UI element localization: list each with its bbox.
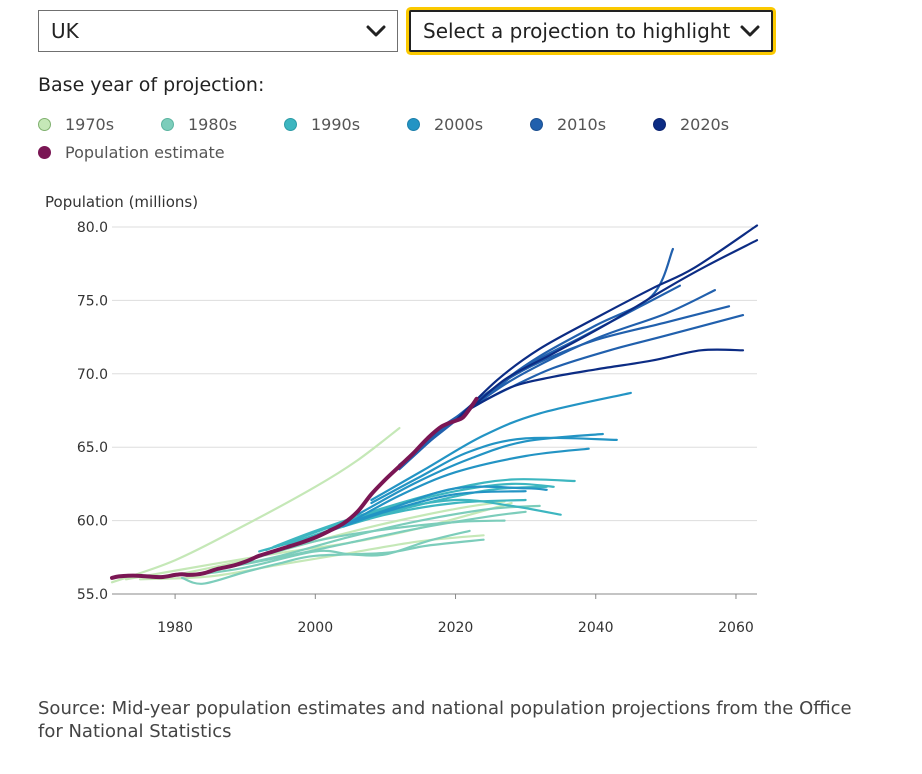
projection-line-2020s <box>468 348 745 411</box>
projection-line-1980s <box>223 504 541 569</box>
legend-label: 2000s <box>434 114 484 134</box>
y-tick-label: 80.0 <box>77 220 108 236</box>
legend-label: 2010s <box>557 114 607 134</box>
legend-label: 1990s <box>311 114 361 134</box>
projection-line-1970s <box>160 500 506 579</box>
y-axis-label: Population (millions) <box>45 193 199 211</box>
highlight-projection-select[interactable]: Select a projection to highlight <box>409 10 773 52</box>
projection-line-2010s <box>412 305 731 455</box>
y-tick-label: 55.0 <box>77 587 108 603</box>
legend-dot <box>407 117 420 131</box>
y-tick-label: 70.0 <box>77 367 108 383</box>
y-tick-label: 60.0 <box>77 514 108 530</box>
projection-line-1980s <box>209 510 527 572</box>
legend-row: Population estimate <box>38 138 818 166</box>
population-chart: 55.0 60.0 65.0 70.0 75.0 80.0 1980 2000 2020 2040… <box>77 220 759 636</box>
projection-line-1980s <box>181 538 485 585</box>
x-tick-label: 1980 <box>157 620 193 636</box>
legend-item-population-estimate[interactable]: Population estimate <box>38 143 298 162</box>
projection-line-2010s <box>426 314 745 440</box>
legend-dot <box>284 117 297 131</box>
legend-label: 1970s <box>65 114 115 134</box>
projection-line-2000s <box>349 447 590 524</box>
projection-line-2010s <box>398 247 674 466</box>
legend-label: 1980s <box>188 114 238 134</box>
legend-title: Base year of projection: <box>38 74 265 96</box>
projection-line-2000s <box>342 490 527 528</box>
legend-item-1990s[interactable]: 1990s <box>284 115 407 134</box>
projection-line-2000s <box>328 485 548 531</box>
legend-item-1980s[interactable]: 1980s <box>161 115 284 134</box>
legend-label: Population estimate <box>65 142 225 162</box>
legend-dot <box>653 117 666 131</box>
population-estimate-line <box>110 396 479 580</box>
projection-line-1970s <box>110 427 401 584</box>
projection-line-1980s <box>195 529 471 576</box>
legend-row: 1970s 1980s 1990s 2000s 2010s 2020s <box>38 110 818 138</box>
x-tick-label: 2060 <box>718 620 754 636</box>
x-tick-label: 2020 <box>438 620 474 636</box>
chevron-down-icon <box>740 25 760 37</box>
legend-item-1970s[interactable]: 1970s <box>38 115 161 134</box>
projection-line-2020s <box>454 224 759 422</box>
legend-item-2000s[interactable]: 2000s <box>407 115 530 134</box>
legend-item-2020s[interactable]: 2020s <box>653 115 776 134</box>
area-select-value: UK <box>51 19 79 43</box>
chevron-down-icon <box>366 25 386 37</box>
legend-dot <box>161 117 174 131</box>
y-tick-label: 65.0 <box>77 440 108 456</box>
projection-line-2020s <box>461 239 759 418</box>
source-note: Source: Mid-year population estimates an… <box>38 698 852 742</box>
highlight-select-value: Select a projection to highlight <box>423 19 731 43</box>
projection-line-1970s <box>138 534 485 581</box>
legend-dot <box>38 117 51 131</box>
projection-line-2000s <box>356 432 604 516</box>
legend-label: 2020s <box>680 114 730 134</box>
legend-dot <box>38 145 51 159</box>
legend-item-2010s[interactable]: 2010s <box>530 115 653 134</box>
projection-line-2000s <box>370 436 618 505</box>
projection-line-2000s <box>370 391 632 502</box>
y-tick-label: 75.0 <box>77 293 108 309</box>
x-tick-label: 2040 <box>578 620 614 636</box>
legend-dot <box>530 117 543 131</box>
projection-line-2010s <box>398 289 716 471</box>
area-select[interactable]: UK <box>38 10 398 52</box>
x-tick-label: 2000 <box>297 620 333 636</box>
legend: 1970s 1980s 1990s 2000s 2010s 2020s Populatio… <box>38 110 818 166</box>
